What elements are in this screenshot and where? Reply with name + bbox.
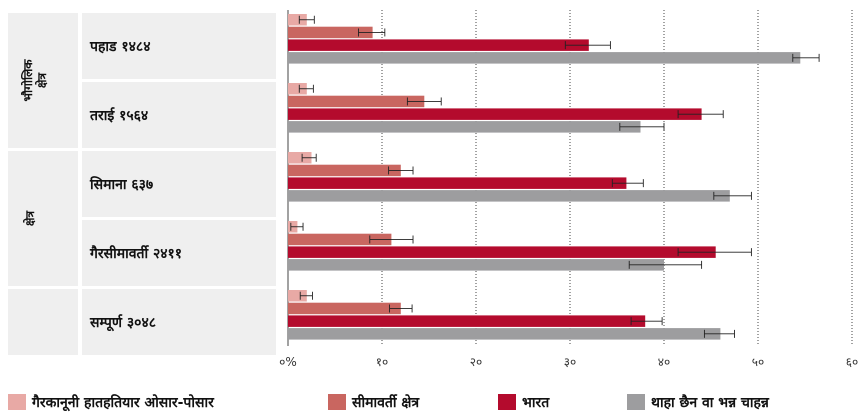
- legend-swatch: [328, 394, 346, 410]
- category-label: तराई १५६४: [89, 107, 148, 124]
- x-tick-label: ४०: [658, 355, 670, 369]
- legend-swatch: [627, 394, 645, 410]
- row-band: [82, 289, 276, 355]
- bar: [288, 164, 401, 177]
- row-band: [82, 151, 276, 217]
- bar: [288, 121, 641, 133]
- category-label: गैरसीमावर्ती २४११: [89, 245, 182, 262]
- bar: [288, 290, 307, 302]
- bar: [288, 328, 721, 340]
- x-tick-label: ५०: [752, 355, 764, 369]
- group-band: [8, 289, 78, 355]
- bar: [288, 108, 702, 120]
- group-band: [8, 151, 78, 286]
- row-band: [82, 82, 276, 148]
- bar: [288, 233, 392, 246]
- bar: [288, 95, 425, 108]
- x-tick-label: ०%: [279, 355, 297, 369]
- bar: [288, 315, 646, 327]
- category-label: सम्पूर्ण ३०४८: [89, 314, 156, 332]
- bar: [288, 177, 627, 189]
- bar: [288, 190, 730, 202]
- bar: [288, 302, 401, 315]
- category-label: पहाड १४८४: [89, 39, 151, 55]
- group-band: [8, 13, 78, 148]
- bar: [288, 26, 373, 39]
- bar: [288, 246, 716, 258]
- bar: [288, 83, 307, 95]
- legend-swatch: [498, 394, 516, 410]
- group-label: भौगोलिकक्षेत्र: [21, 59, 49, 102]
- legend-label: सीमावर्ती क्षेत्र: [351, 394, 420, 411]
- bar: [288, 14, 307, 26]
- legend-label: गैरकानूनी हातहतियार ओसार-पोसार: [31, 394, 215, 412]
- x-tick-label: २०: [470, 355, 482, 369]
- x-tick-label: ६०: [846, 355, 858, 369]
- bar: [288, 39, 589, 51]
- bar: [288, 259, 664, 271]
- row-band: [82, 220, 276, 286]
- legend-label: थाहा छैन वा भन्न चाहन्न: [651, 394, 770, 411]
- row-band: [82, 13, 276, 79]
- x-tick-label: ३०: [564, 355, 576, 369]
- group-label: क्षेत्र: [23, 210, 37, 227]
- legend-label: भारत: [522, 395, 550, 411]
- bar: [288, 52, 801, 64]
- bar: [288, 152, 312, 164]
- x-tick-label: १०: [376, 355, 388, 369]
- category-label: सिमाना ६३७: [89, 176, 153, 193]
- legend-swatch: [8, 394, 26, 410]
